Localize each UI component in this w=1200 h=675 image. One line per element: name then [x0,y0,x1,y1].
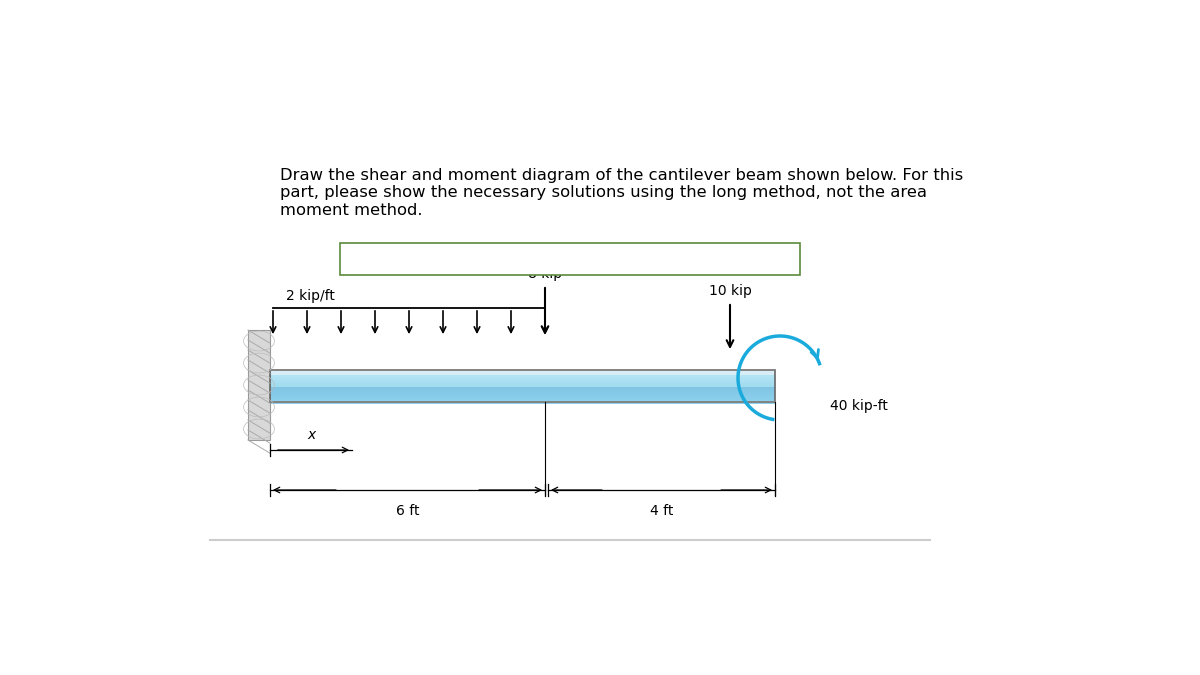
Bar [248,330,270,440]
Bar [270,399,775,401]
Bar [270,402,775,404]
Bar [270,372,775,374]
Bar [270,389,775,391]
Bar [270,375,775,377]
Bar [270,397,775,399]
Bar [270,385,775,387]
Bar [270,380,775,382]
Bar [270,400,775,402]
Bar [270,382,775,384]
Bar [270,377,775,379]
Text: x: x [307,428,316,442]
Bar [270,392,775,394]
Bar [270,387,775,389]
Bar [270,373,775,375]
Bar [270,370,775,402]
Bar [270,370,775,372]
Text: 8 kip: 8 kip [528,267,562,281]
Text: 6 ft: 6 ft [396,504,419,518]
Text: 10 kip: 10 kip [708,284,751,298]
Bar [270,390,775,392]
Bar [270,379,775,381]
Bar [270,396,775,398]
Text: Draw the shear and moment diagram of the cantilever beam shown below. For this
p: Draw the shear and moment diagram of the… [280,168,964,218]
Bar [270,394,775,396]
Bar [270,383,775,385]
Text: 4 ft: 4 ft [650,504,673,518]
Bar [340,243,800,275]
Text: 2 kip/ft: 2 kip/ft [287,289,335,303]
Text: 40 kip-ft: 40 kip-ft [830,399,888,413]
